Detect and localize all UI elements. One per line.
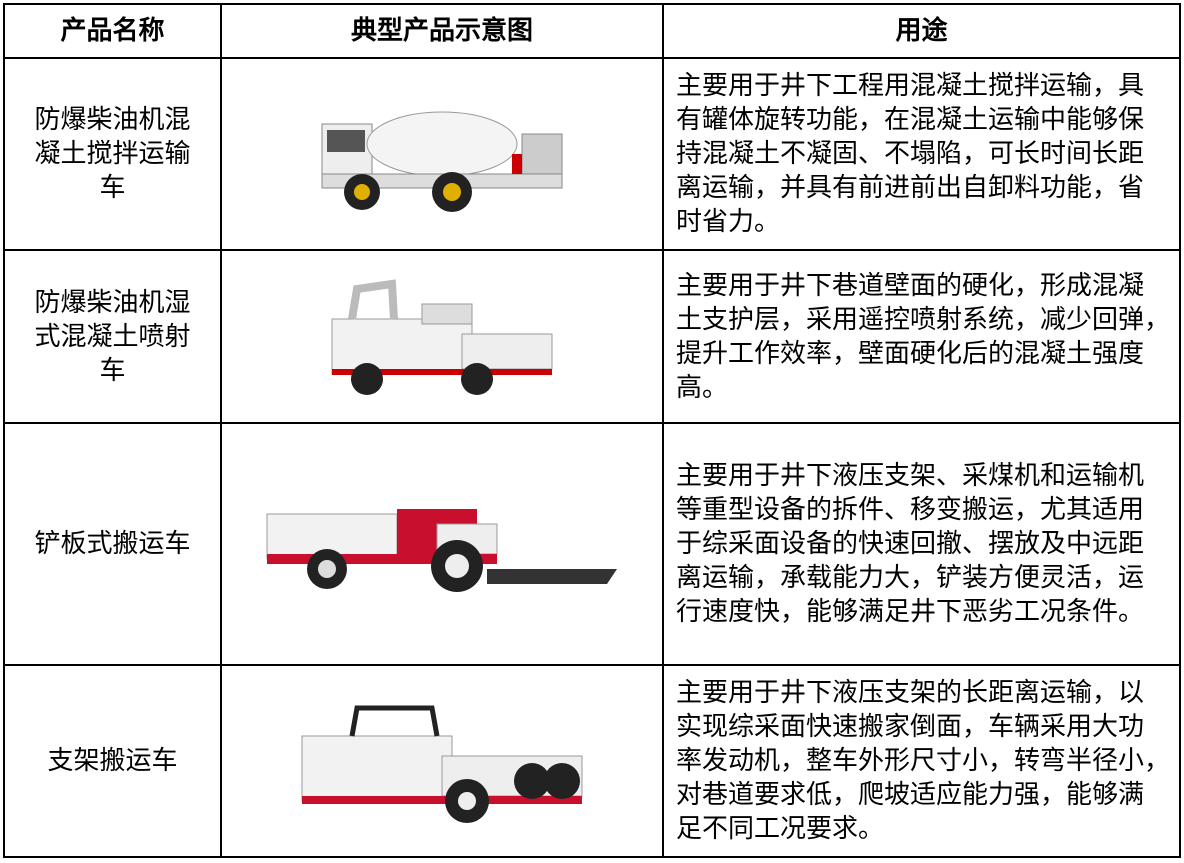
text-line: 车 [99, 173, 126, 202]
name-cell: 铲板式搬运车 [3, 422, 222, 666]
text-line: 等重型设备的拆件、移变搬运，尤其适用 [676, 495, 1145, 524]
text-line: 铲板式搬运车 [34, 529, 191, 558]
text-line: 主要用于井下液压支架、采煤机和运输机 [676, 461, 1145, 490]
header-cell: 用途 [662, 3, 1181, 59]
text-line: 主要用于井下巷道壁面的硬化，形成混凝 [676, 270, 1145, 300]
text-line: 持混凝土不凝固、不塌陷，可长时间长距 [676, 139, 1145, 168]
shovel-carrier-image [266, 509, 617, 592]
use-cell: 主要用于井下巷道壁面的硬化，形成混凝 土支护层，采用遥控喷射系统，减少回弹， 提升工… [662, 249, 1181, 424]
picture-cell [220, 57, 664, 251]
text-line: 提升工作效率，壁面硬化后的混凝土强度 [676, 338, 1145, 368]
row: 防爆柴油机湿 式混凝土喷射车 主要用于井下巷道壁面的硬化，形成混凝 土支护层，采用遥… [3, 249, 1181, 424]
text-line: 高。 [676, 372, 729, 402]
row: 防爆柴油机混 凝土搅拌运输车 主要用于井下工程用混凝土搅拌运输，具 有罐体旋转功能，… [3, 57, 1181, 251]
text-line: 率发动机，整车外形尺寸小，转弯半径小， [676, 746, 1171, 775]
text-line: 式混凝土喷射 [34, 321, 191, 351]
use-cell: 主要用于井下液压支架的长距离运输，以 实现综采面快速搬家倒面，车辆采用大功 率发动机… [662, 664, 1181, 858]
name-cell: 支架搬运车 [3, 664, 222, 858]
spraying-vehicle-image [331, 279, 553, 395]
header-cell: 产品名称 [3, 3, 222, 59]
text-line: 行速度快，能够满足井下恶劣工况条件。 [676, 597, 1145, 626]
product-table: 产品名称 典型产品示意图 用途 防爆柴油机混 凝土搅拌运输车 主要用于井下工程用混… [3, 3, 1181, 858]
text-line: 支架搬运车 [47, 746, 178, 775]
text-line: 主要用于井下工程用混凝土搅拌运输，具 [676, 71, 1145, 100]
text-line: 防爆柴油机湿 [34, 287, 191, 317]
text-line: 防爆柴油机混 [34, 105, 191, 134]
use-cell: 主要用于井下工程用混凝土搅拌运输，具 有罐体旋转功能，在混凝土运输中能够保 持混凝土… [662, 57, 1181, 251]
use-cell: 主要用于井下液压支架、采煤机和运输机 等重型设备的拆件、移变搬运，尤其适用 于综采面… [662, 422, 1181, 666]
text-line: 土支护层，采用遥控喷射系统，减少回弹， [676, 304, 1171, 334]
text-line: 时省力。 [676, 207, 781, 236]
text-line: 于综采面设备的快速回撤、摆放及中远距 [676, 529, 1145, 558]
text-line: 离运输，并具有前进前出自卸料功能，省 [676, 173, 1145, 202]
text-line: 有罐体旋转功能，在混凝土运输中能够保 [676, 105, 1145, 134]
name-cell: 防爆柴油机湿 式混凝土喷射车 [3, 249, 222, 424]
picture-cell [220, 249, 664, 424]
header-cell: 典型产品示意图 [220, 3, 664, 59]
text-line: 对巷道要求低，爬坡适应能力强，能够满 [676, 780, 1145, 809]
name-cell: 防爆柴油机混 凝土搅拌运输车 [3, 57, 222, 251]
mixer-truck-image [321, 111, 563, 212]
row: 支架搬运车 主要用于井下液压支架的长距离运输，以 实现综采面快速搬家倒面，车辆采用… [3, 664, 1181, 858]
header-row: 产品名称 典型产品示意图 用途 [3, 3, 1181, 59]
text-line: 车 [99, 355, 126, 385]
picture-cell [220, 664, 664, 858]
text-line: 凝土搅拌运输 [34, 139, 191, 168]
text-line: 实现综采面快速搬家倒面，车辆采用大功 [676, 712, 1145, 741]
text-line: 离运输，承载能力大，铲装方便灵活，运 [676, 563, 1145, 592]
text-line: 足不同工况要求。 [676, 814, 885, 843]
support-carrier-image [301, 705, 583, 823]
picture-cell [220, 422, 664, 666]
row: 铲板式搬运车 主要用于井下液压支架、采煤机和运输机 等重型设备的拆件、移变搬运，尤… [3, 422, 1181, 666]
text-line: 主要用于井下液压支架的长距离运输，以 [676, 678, 1145, 707]
